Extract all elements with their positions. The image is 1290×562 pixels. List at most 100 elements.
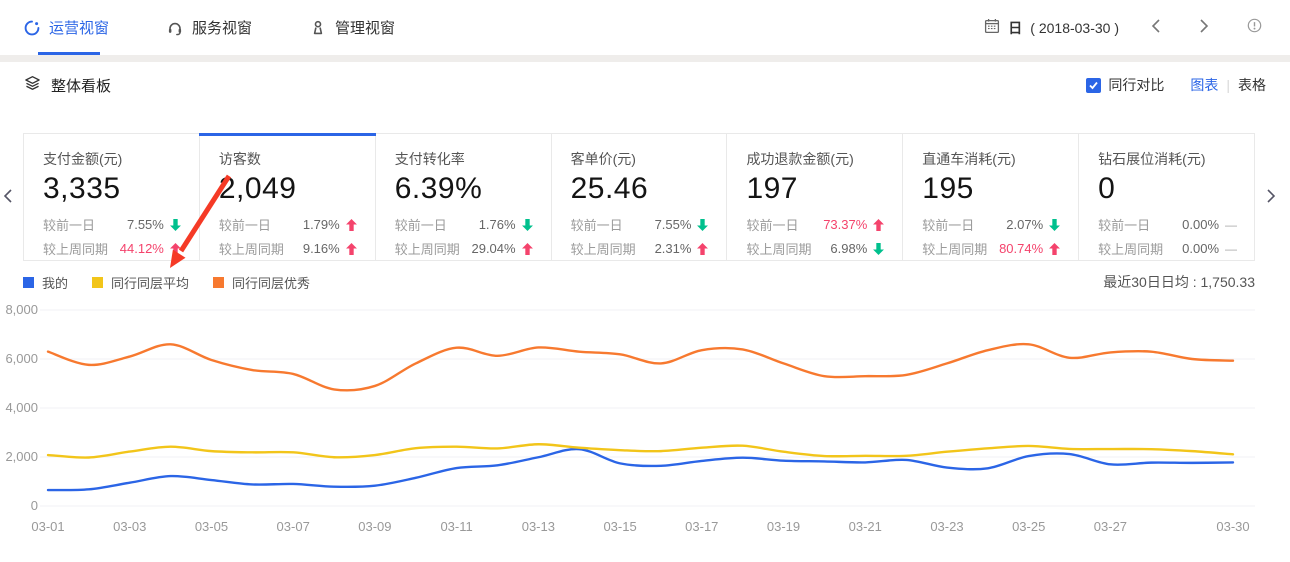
comparison-label: 较前一日 bbox=[394, 218, 447, 233]
x-axis-tick: 03-05 bbox=[194, 519, 229, 534]
y-axis-tick: 8,000 bbox=[5, 302, 38, 317]
prev-day-button[interactable] bbox=[1145, 16, 1167, 40]
x-axis-tick: 03-09 bbox=[358, 519, 392, 534]
comparison-label: 较上周同期 bbox=[43, 242, 109, 257]
metric-card-3[interactable]: 支付转化率 6.39% 较前一日 1.76% 较上周同期 29.04% bbox=[376, 134, 552, 260]
legend-item-我的[interactable]: 我的 bbox=[23, 273, 68, 292]
section-title-wrap: 整体看板 bbox=[24, 75, 111, 96]
legend-swatch bbox=[92, 276, 104, 288]
line-chart: 0 2,000 4,000 6,000 8,000 03-01 03-03 03-05 03-0… bbox=[0, 300, 1290, 550]
metric-card-6[interactable]: 直通车消耗(元) 195 较前一日 2.07% 较上周同期 80.74% bbox=[903, 134, 1080, 260]
header-divider bbox=[0, 55, 1290, 62]
metric-card-5[interactable]: 成功退款金额(元) 197 较前一日 73.37% 较上周同期 6.98% bbox=[727, 134, 904, 260]
tab-1[interactable]: 运营视窗 bbox=[24, 0, 109, 55]
arrow-down-icon bbox=[697, 218, 710, 231]
legend-item-同行同层优秀[interactable]: 同行同层优秀 bbox=[213, 273, 310, 292]
tab-label: 服务视窗 bbox=[192, 20, 253, 37]
legend-swatch bbox=[213, 276, 225, 288]
comparison-percent: 9.16% bbox=[302, 241, 340, 256]
y-axis-tick: 6,000 bbox=[5, 351, 38, 366]
metric-cards: 支付金额(元) 3,335 较前一日 7.55% 较上周同期 44.12% 访客数 2,049… bbox=[23, 133, 1255, 261]
series-line-我的 bbox=[46, 447, 1235, 492]
comparison-percent: 1.76% bbox=[478, 217, 516, 232]
comparison-label: 较前一日 bbox=[922, 218, 975, 233]
calendar-icon bbox=[984, 18, 1000, 37]
series-line-同行同层平均 bbox=[46, 443, 1235, 459]
x-axis-tick: 03-03 bbox=[113, 519, 147, 534]
comparison-percent: 73.37% bbox=[823, 217, 868, 232]
arrow-up-icon bbox=[697, 242, 710, 255]
comparison-percent: 80.74% bbox=[999, 241, 1044, 256]
top-nav-bar: 运营视窗 服务视窗 管理视窗 日 ( 2018-03-30 ) bbox=[0, 0, 1290, 55]
comparison-label: 较前一日 bbox=[1098, 218, 1151, 233]
x-axis-tick: 03-25 bbox=[1012, 519, 1046, 534]
date-value: ( 2018-03-30 ) bbox=[1030, 19, 1119, 36]
arrow-down-icon bbox=[521, 218, 535, 231]
tab-2[interactable]: 服务视窗 bbox=[167, 0, 252, 55]
view-switch-divider: | bbox=[1226, 77, 1230, 93]
layers-icon bbox=[24, 75, 41, 96]
metric-card-1[interactable]: 支付金额(元) 3,335 较前一日 7.55% 较上周同期 44.12% bbox=[24, 134, 200, 260]
comparison-label: 较前一日 bbox=[43, 218, 96, 233]
metric-card-value: 195 bbox=[922, 172, 974, 205]
header-right-controls: 日 ( 2018-03-30 ) bbox=[984, 0, 1268, 55]
cards-next-button[interactable] bbox=[1266, 188, 1282, 204]
chart-canvas[interactable] bbox=[0, 300, 1290, 514]
comparison-percent: 6.98% bbox=[830, 241, 868, 256]
dash-icon: — bbox=[1225, 217, 1238, 232]
comparison-percent: 1.79% bbox=[302, 217, 340, 232]
comparison-label: 较上周同期 bbox=[746, 242, 812, 257]
date-picker[interactable]: 日 ( 2018-03-30 ) bbox=[984, 18, 1119, 38]
y-axis-tick: 0 bbox=[30, 498, 38, 513]
tab-label: 运营视窗 bbox=[49, 20, 110, 37]
arrow-up-icon bbox=[345, 218, 359, 231]
x-axis-tick: 03-23 bbox=[930, 519, 964, 534]
metric-comparison-row: 较上周同期 0.00% — bbox=[1098, 239, 1238, 258]
cards-prev-button[interactable] bbox=[3, 188, 19, 204]
section-right-controls: 同行对比 图表 | 表格 bbox=[1086, 75, 1266, 95]
metric-card-label: 客单价(元) bbox=[570, 151, 636, 167]
metric-card-value: 3,335 bbox=[43, 172, 121, 205]
metric-card-7[interactable]: 钻石展位消耗(元) 0 较前一日 0.00% — 较上周同期 0.00% — bbox=[1079, 134, 1254, 260]
y-axis-tick: 4,000 bbox=[5, 400, 38, 415]
chart-legend: 我的 同行同层平均 同行同层优秀 最近30日日均 : 1,750.33 bbox=[23, 272, 1255, 292]
x-axis-tick: 03-11 bbox=[440, 519, 473, 534]
metric-comparison-row: 较上周同期 2.31% bbox=[571, 239, 711, 258]
legend-item-同行同层平均[interactable]: 同行同层平均 bbox=[92, 273, 189, 292]
metric-comparison-row: 较前一日 1.79% bbox=[219, 215, 359, 234]
metric-comparison-row: 较前一日 7.55% bbox=[571, 215, 711, 234]
x-axis-tick: 03-13 bbox=[521, 519, 555, 534]
metric-comparison-row: 较上周同期 80.74% bbox=[922, 239, 1062, 258]
comparison-label: 较上周同期 bbox=[570, 242, 636, 257]
info-icon[interactable] bbox=[1241, 16, 1268, 39]
comparison-percent: 2.07% bbox=[1006, 217, 1044, 232]
metric-card-4[interactable]: 客单价(元) 25.46 较前一日 7.55% 较上周同期 2.31% bbox=[552, 134, 728, 260]
dash-icon: — bbox=[1225, 241, 1238, 256]
comparison-percent: 7.55% bbox=[126, 217, 164, 232]
metric-card-label: 支付金额(元) bbox=[43, 151, 123, 167]
comparison-label: 较前一日 bbox=[570, 218, 623, 233]
tab-3[interactable]: 管理视窗 bbox=[310, 0, 395, 55]
legend-label: 同行同层平均 bbox=[111, 275, 190, 291]
metric-comparison-row: 较前一日 73.37% bbox=[746, 215, 886, 234]
service-icon bbox=[167, 20, 183, 36]
arrow-up-icon bbox=[169, 242, 183, 255]
x-axis-tick: 03-19 bbox=[766, 519, 801, 534]
legend-label: 我的 bbox=[42, 275, 69, 291]
comparison-label: 较上周同期 bbox=[218, 242, 284, 257]
arrow-up-icon bbox=[1049, 242, 1062, 255]
arrow-up-icon bbox=[345, 242, 359, 255]
thirty-day-average: 最近30日日均 : 1,750.33 bbox=[1103, 274, 1255, 290]
peer-compare-checkbox[interactable] bbox=[1086, 77, 1102, 93]
next-day-button[interactable] bbox=[1193, 16, 1215, 40]
metric-card-2[interactable]: 访客数 2,049 较前一日 1.79% 较上周同期 9.16% bbox=[198, 133, 376, 260]
comparison-percent: 0.00% bbox=[1182, 241, 1220, 256]
metric-card-label: 钻石展位消耗(元) bbox=[1098, 151, 1206, 167]
metric-card-value: 0 bbox=[1098, 172, 1116, 205]
comparison-percent: 7.55% bbox=[654, 217, 692, 232]
metric-card-value: 25.46 bbox=[570, 172, 649, 205]
view-table-link[interactable]: 表格 bbox=[1238, 77, 1266, 93]
metric-card-value: 197 bbox=[746, 172, 798, 205]
view-chart-link[interactable]: 图表 bbox=[1190, 77, 1219, 93]
